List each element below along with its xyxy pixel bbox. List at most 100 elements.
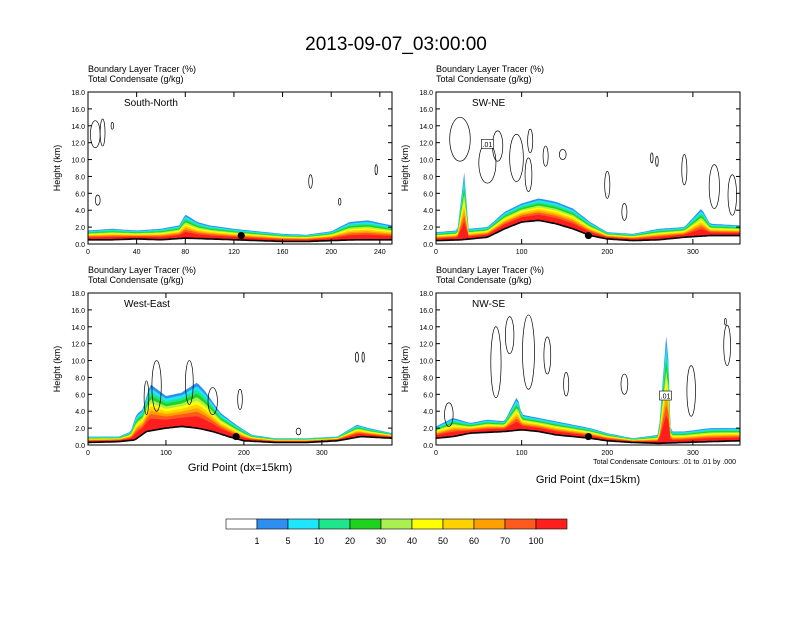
y-tick-label: 8.0 [75,375,85,382]
condensate-contour [355,351,359,363]
panel-subtitle-tracer: Boundary Layer Tracer (%) [436,265,544,275]
panel-west-east: Boundary Layer Tracer (%)Total Condensat… [52,265,393,474]
condensate-contour [338,198,342,206]
panel-plot-area [436,116,740,242]
colorbar-label: 40 [407,536,417,546]
x-axis-label: Grid Point (dx=15km) [536,474,640,486]
y-tick-label: 12.0 [419,141,433,148]
condensate-contour [505,316,515,355]
panel-subtitle-condensate: Total Condensate (g/kg) [88,275,184,285]
condensate-contour [143,380,150,415]
condensate-contour [94,194,101,206]
panel-label: SW-NE [472,98,505,109]
y-tick-label: 12.0 [71,342,85,349]
figure-title: 2013-09-07_03:00:00 [305,34,487,55]
panel-south-north: Boundary Layer Tracer (%)Total Condensat… [52,64,393,256]
condensate-contour [449,116,471,162]
y-tick-label: 8.0 [423,375,433,382]
colorbar-swatch [473,518,506,530]
x-tick-label: 200 [238,450,250,457]
y-tick-label: 16.0 [71,308,85,315]
y-tick-label: 2.0 [75,225,85,232]
colorbar-swatch [318,518,351,530]
condensate-contour [295,427,302,436]
condensate-contour [99,118,106,147]
y-tick-label: 18.0 [419,90,433,97]
x-tick-label: 300 [316,450,328,457]
panel-sw-ne: Boundary Layer Tracer (%)Total Condensat… [400,64,741,256]
colorbar: 1 5 10 20 30 40 50 60 70 100 [225,518,568,546]
condensate-contour [727,174,737,216]
y-axis-label: Height (km) [400,346,410,393]
y-tick-label: 8.0 [75,174,85,181]
condensate-contour [374,164,378,176]
location-marker [584,231,593,240]
condensate-contour [444,402,454,427]
y-axis-label: Height (km) [52,145,62,192]
panel-subtitle-tracer: Boundary Layer Tracer (%) [436,64,544,74]
x-tick-label: 100 [516,450,528,457]
condensate-contour [522,314,535,390]
tracer-band-10 [88,416,392,443]
y-tick-label: 6.0 [423,392,433,399]
colorbar-swatch [411,518,444,530]
colorbar-label: 20 [345,536,355,546]
colorbar-swatch [442,518,475,530]
condensate-contour [681,154,688,186]
condensate-contour [110,122,114,130]
y-tick-label: 18.0 [71,90,85,97]
condensate-contour [527,128,534,154]
tracer-band-10 [436,214,740,241]
terrain-line [88,425,392,444]
y-tick-label: 12.0 [419,342,433,349]
condensate-contour [708,164,720,209]
condensate-contour [723,324,731,366]
panel-label: South-North [124,98,178,109]
contour-value-label: .01 [483,142,493,149]
y-axis-label: Height (km) [52,346,62,393]
y-tick-label: 18.0 [419,291,433,298]
x-tick-label: 120 [228,249,240,256]
y-tick-label: 6.0 [75,392,85,399]
condensate-contour [655,155,659,167]
location-marker [232,432,240,441]
panel-frame [87,292,393,446]
x-tick-label: 40 [133,249,141,256]
x-tick-label: 300 [687,249,699,256]
y-tick-label: 12.0 [71,141,85,148]
y-tick-label: 16.0 [419,107,433,114]
y-tick-label: 4.0 [423,409,433,416]
condensate-contour [604,171,611,199]
panel-plot-area [88,118,392,243]
x-tick-label: 0 [86,249,90,256]
condensate-contour [207,387,218,415]
condensate-contour [724,317,727,326]
x-tick-label: 160 [277,249,289,256]
y-axis-label: Height (km) [400,145,410,192]
colorbar-label: 60 [469,536,479,546]
terrain-line [88,237,392,243]
contour-value-box [659,390,672,401]
contour-value-label: .01 [661,394,671,401]
condensate-contour [490,326,502,399]
panel-subtitle-condensate: Total Condensate (g/kg) [436,74,532,84]
y-tick-label: 4.0 [75,208,85,215]
condensate-contour [542,145,549,167]
y-tick-label: 2.0 [75,426,85,433]
panel-frame [87,91,393,245]
panel-subtitle-condensate: Total Condensate (g/kg) [436,275,532,285]
y-tick-label: 16.0 [419,308,433,315]
y-tick-label: 14.0 [419,124,433,131]
condensate-contour [686,365,696,417]
colorbar-swatch [287,518,320,530]
x-tick-label: 0 [434,450,438,457]
condensate-contour [543,336,552,375]
panel-plot-area [436,314,740,445]
colorbar-swatch [225,518,258,530]
condensate-contour [185,360,194,405]
panel-label: NW-SE [472,299,505,310]
condensate-contour [620,373,629,395]
condensate-contour [558,149,567,160]
